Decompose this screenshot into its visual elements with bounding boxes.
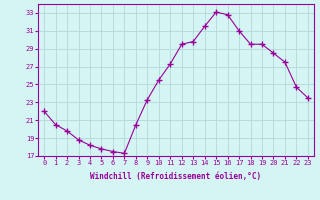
X-axis label: Windchill (Refroidissement éolien,°C): Windchill (Refroidissement éolien,°C) — [91, 172, 261, 181]
